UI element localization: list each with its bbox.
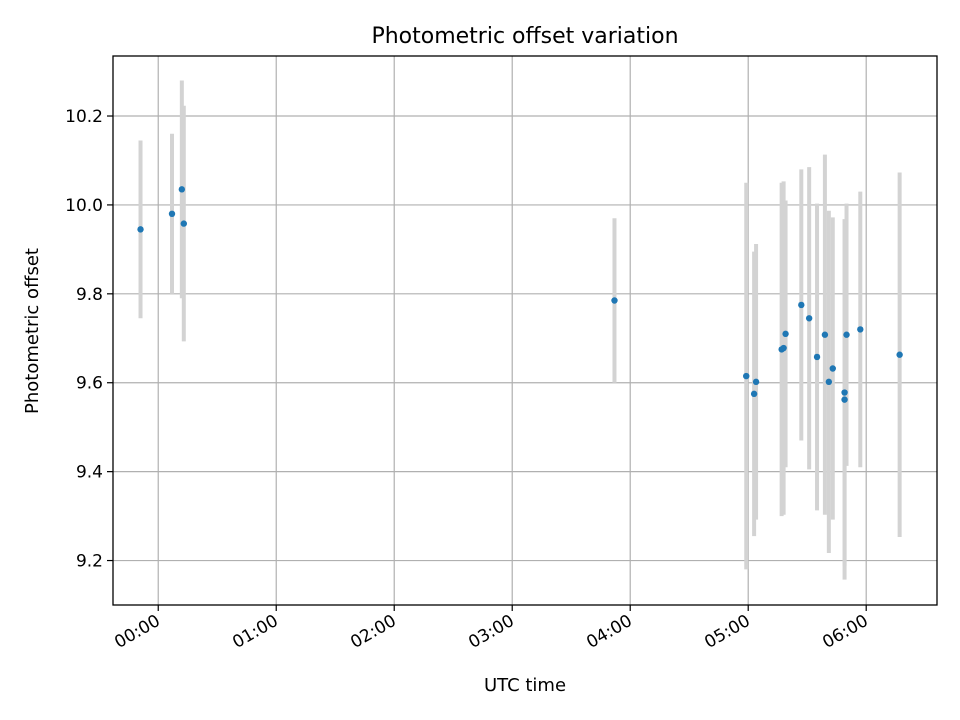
data-point [825, 378, 833, 386]
data-point [611, 297, 618, 304]
data-point [896, 351, 903, 358]
data-point [821, 331, 829, 338]
data-point [180, 220, 187, 227]
data-point [841, 389, 848, 396]
plot-frame [112, 55, 938, 606]
y-tick-label: 9.8 [76, 285, 103, 305]
data-point [813, 353, 821, 361]
data-point [857, 326, 864, 333]
y-tick-label: 10.2 [65, 107, 103, 127]
data-point [752, 378, 760, 386]
y-tick-label: 9.4 [76, 463, 103, 483]
data-point [137, 226, 144, 233]
y-axis-label: Photometric offset [22, 248, 43, 414]
data-point [841, 396, 848, 403]
data-points [137, 186, 903, 403]
data-point [843, 331, 850, 338]
x-axis-label: UTC time [484, 675, 566, 696]
data-point [798, 301, 805, 309]
data-point [829, 365, 836, 372]
data-point [743, 372, 750, 380]
chart-title: Photometric offset variation [371, 24, 678, 49]
y-tick-label: 9.6 [76, 374, 103, 394]
y-tick-label: 9.2 [76, 552, 103, 572]
data-point [178, 186, 186, 193]
y-tick-label: 10.0 [65, 196, 103, 216]
data-point [750, 390, 758, 398]
data-point [782, 330, 789, 338]
data-point [168, 210, 176, 218]
data-point [805, 315, 813, 322]
data-point [780, 344, 787, 352]
